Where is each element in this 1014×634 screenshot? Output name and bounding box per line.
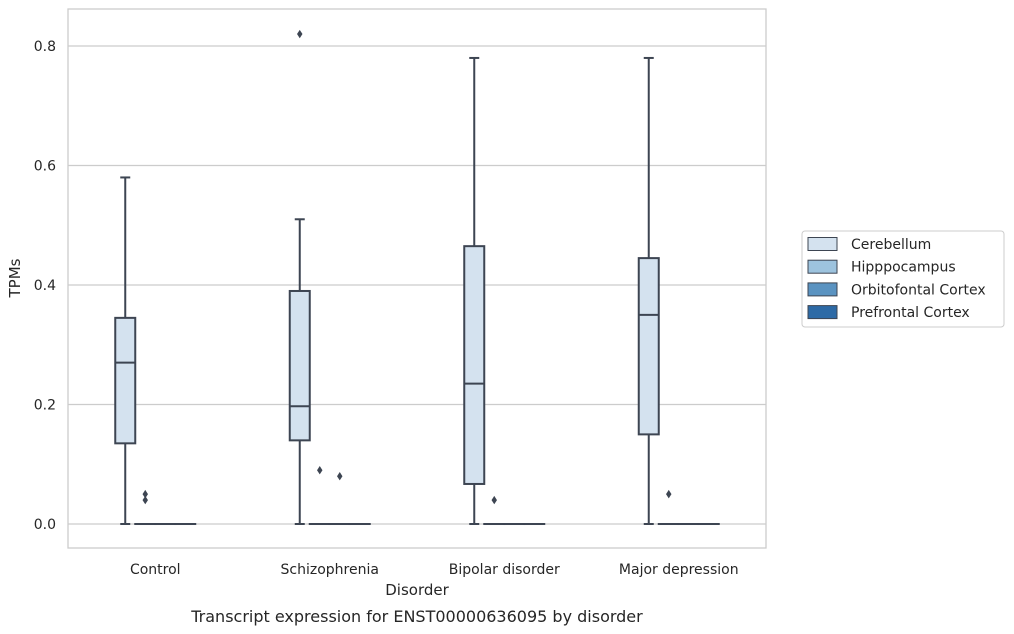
outlier-point — [337, 472, 343, 481]
x-tick-labels: Control Schizophrenia Bipolar disorder Majo… — [130, 562, 739, 578]
outlier-point — [491, 495, 497, 505]
box — [288, 289, 311, 442]
outlier-point — [297, 29, 303, 39]
x-tick-label: Bipolar disorder — [449, 562, 560, 578]
box-group — [288, 29, 311, 525]
box-plot-marks — [114, 29, 720, 526]
y-tick-label: 0.6 — [34, 159, 56, 175]
x-tick-label: Schizophrenia — [281, 562, 379, 578]
box-group — [134, 489, 157, 526]
outlier-point — [317, 466, 323, 475]
legend-label: Hipppocampus — [851, 260, 956, 276]
box-group — [114, 176, 137, 525]
box — [114, 316, 137, 445]
box-group — [637, 56, 660, 525]
legend-frame — [801, 230, 1005, 328]
legend-swatch — [807, 259, 838, 274]
y-tick-labels: 0.0 0.2 0.4 0.6 0.8 — [34, 39, 56, 533]
y-tick-label: 0.4 — [34, 278, 56, 294]
chart-caption: Transcript expression for ENST0000063609… — [190, 607, 643, 626]
legend-label: Cerebellum — [851, 237, 931, 253]
plot-frame — [67, 8, 767, 549]
legend-swatch — [807, 237, 838, 251]
legend-items: Cerebellum Hipppocampus Orbitofontal Corte… — [807, 237, 986, 321]
x-axis-label: Disorder — [385, 581, 449, 599]
outlier-point — [142, 495, 148, 505]
box — [637, 257, 660, 436]
y-axis-label: TPMs — [6, 258, 24, 298]
legend-label: Orbitofontal Cortex — [851, 282, 986, 298]
y-tick-label: 0.2 — [34, 398, 56, 414]
legend-label: Prefrontal Cortex — [851, 305, 970, 321]
box-group — [463, 56, 486, 525]
y-tick-label: 0.8 — [34, 39, 56, 55]
legend: Cerebellum Hipppocampus Orbitofontal Corte… — [801, 230, 1005, 328]
outlier-point — [142, 489, 148, 499]
y-tick-label: 0.0 — [34, 517, 56, 533]
x-tick-label: Control — [130, 562, 181, 578]
x-tick-label: Major depression — [619, 562, 739, 578]
legend-swatch — [807, 305, 838, 320]
box — [463, 245, 486, 485]
outlier-point — [666, 489, 672, 499]
legend-swatch — [807, 282, 838, 297]
